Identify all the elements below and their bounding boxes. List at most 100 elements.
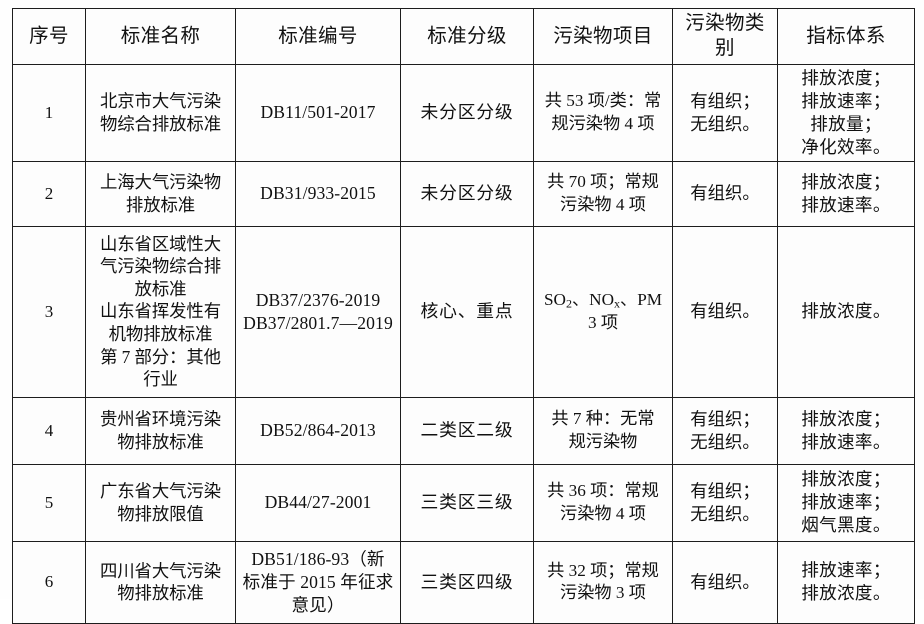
cell-standard-name-line: 四川省大气污染 — [99, 560, 222, 581]
cell-standard-code: DB52/864-2013 — [235, 396, 401, 465]
table-row: 6 四川省大气污染 物排放标准 DB51/186-93（新 标准于 2015 年征求 意见… — [12, 540, 915, 624]
cell-standard-name-line: 广东省大气污染 — [99, 481, 222, 502]
cell-standard-name-line: 物综合排放标准 — [99, 113, 222, 134]
cell-index-system-line: 排放浓度； — [801, 469, 891, 490]
cell-pollutant-item-line: 3 项 — [587, 312, 619, 332]
cell-standard-code-line: DB44/27-2001 — [264, 492, 372, 513]
cell-pollutant-category: 有组织。 — [672, 225, 778, 398]
column-header-category: 污染物类别 — [672, 8, 778, 65]
cell-standard-grade: 核心、重点 — [400, 225, 534, 398]
cell-pollutant-category-line: 有组织； — [690, 409, 760, 430]
cell-standard-grade: 未分区分级 — [400, 160, 534, 227]
cell-pollutant-item-line: 规污染物 4 项 — [551, 113, 655, 133]
cell-pollutant-item-line: 共 7 种：无常 — [551, 409, 655, 429]
cell-index-system: 排放浓度。 — [777, 225, 915, 398]
cell-pollutant-item-line: 共 70 项；常规 — [547, 172, 659, 192]
cell-standard-code-line: 意见） — [291, 594, 345, 615]
cell-standard-name-line: 排放标准 — [125, 194, 196, 215]
cell-standard-code-line: 标准于 2015 年征求 — [242, 571, 394, 592]
cell-pollutant-category-line: 无组织。 — [690, 431, 760, 452]
cell-index: 1 — [12, 63, 86, 162]
cell-pollutant-item: 共 36 项：常规 污染物 4 项 — [533, 463, 673, 542]
cell-standard-code-line: DB11/501-2017 — [260, 102, 376, 123]
table-row: 1 北京市大气污染 物综合排放标准 DB11/501-2017 未分区分级共 53 项/… — [12, 63, 915, 162]
table-row: 4 贵州省环境污染 物排放标准 DB52/864-2013 二类区二级共 7 种：无常规… — [12, 396, 915, 465]
cell-pollutant-category-line: 有组织。 — [690, 183, 760, 204]
cell-pollutant-item: 共 32 项；常规 污染物 3 项 — [533, 540, 673, 624]
cell-standard-grade: 未分区分级 — [400, 63, 534, 162]
cell-pollutant-category-line: 有组织； — [690, 481, 760, 502]
cell-index-system-line: 排放量； — [810, 113, 882, 134]
cell-index-system-line: 排放浓度。 — [801, 583, 891, 604]
cell-standard-name: 北京市大气污染 物综合排放标准 — [85, 63, 236, 162]
cell-pollutant-category-line: 无组织。 — [690, 113, 760, 134]
cell-index: 3 — [12, 225, 86, 398]
cell-pollutant-item-line: 共 36 项：常规 — [547, 481, 659, 501]
table-row: 3 山东省区域性大 气污染物综合排 放标准 山东省挥发性有 机物排放标准第 7 部分：其他… — [12, 225, 915, 398]
cell-standard-name-line: 北京市大气污染 — [99, 91, 222, 112]
cell-standard-code: DB31/933-2015 — [235, 160, 401, 227]
cell-standard-name: 上海大气污染物 排放标准 — [85, 160, 236, 227]
cell-pollutant-item-line: 共 53 项/类：常 — [544, 91, 662, 111]
cell-index-system: 排放浓度； 排放速率； 排放量； 净化效率。 — [777, 63, 915, 162]
column-header-code: 标准编号 — [235, 8, 401, 65]
cell-standard-grade: 三类区三级 — [400, 463, 534, 542]
cell-standard-code: DB44/27-2001 — [235, 463, 401, 542]
cell-pollutant-category-line: 有组织。 — [690, 301, 760, 322]
column-header-grade: 标准分级 — [400, 8, 534, 65]
cell-pollutant-category: 有组织； 无组织。 — [672, 463, 778, 542]
cell-standard-name: 四川省大气污染 物排放标准 — [85, 540, 236, 624]
cell-standard-name-line: 行业 — [143, 369, 178, 390]
cell-index-system-line: 烟气黑度。 — [801, 515, 891, 536]
cell-pollutant-item: 共 7 种：无常 规污染物 — [533, 396, 673, 465]
cell-standard-code-line: DB52/864-2013 — [260, 420, 376, 441]
cell-index-system-line: 排放浓度； — [801, 67, 891, 88]
cell-pollutant-item: 共 53 项/类：常 规污染物 4 项 — [533, 63, 673, 162]
cell-pollutant-category: 有组织。 — [672, 540, 778, 624]
cell-standard-name-line: 山东省挥发性有 — [99, 301, 222, 322]
cell-standard-name-line: 山东省区域性大 — [99, 233, 222, 254]
cell-index-system: 排放浓度； 排放速率； 烟气黑度。 — [777, 463, 915, 542]
cell-pollutant-item-line: 规污染物 — [568, 431, 638, 451]
cell-index: 5 — [12, 463, 86, 542]
column-header-system: 指标体系 — [777, 8, 915, 65]
cell-index-system-line: 净化效率。 — [801, 136, 891, 157]
cell-pollutant-category-line: 无组织。 — [690, 503, 760, 524]
cell-standard-code-line: DB37/2376-2019 — [255, 289, 381, 310]
cell-standard-name-line: 气污染物综合排 — [99, 256, 222, 277]
cell-standard-code-line: DB31/933-2015 — [260, 183, 376, 204]
cell-index-system: 排放浓度； 排放速率。 — [777, 396, 915, 465]
cell-standard-grade: 三类区四级 — [400, 540, 534, 624]
table-header: 序号 标准名称 标准编号 标准分级 污染物项目 污染物类别 指标体系 — [12, 8, 915, 65]
cell-standard-name-line: 物排放标准 — [117, 431, 204, 452]
cell-pollutant-category-line: 有组织； — [690, 91, 760, 112]
table-container: 序号 标准名称 标准编号 标准分级 污染物项目 污染物类别 指标体系 1 北京市大… — [12, 8, 915, 624]
cell-standard-name: 广东省大气污染 物排放限值 — [85, 463, 236, 542]
cell-standard-name-line: 物排放标准 — [117, 583, 204, 604]
header-row: 序号 标准名称 标准编号 标准分级 污染物项目 污染物类别 指标体系 — [12, 8, 915, 65]
cell-pollutant-category-line: 有组织。 — [690, 571, 760, 592]
cell-standard-name: 山东省区域性大 气污染物综合排 放标准 山东省挥发性有 机物排放标准第 7 部分：其他行… — [85, 225, 236, 398]
cell-standard-code-line: DB51/186-93（新 — [251, 548, 385, 569]
cell-standard-code-line: DB37/2801.7—2019 — [243, 312, 393, 333]
column-header-item: 污染物项目 — [533, 8, 673, 65]
column-header-name: 标准名称 — [85, 8, 236, 65]
column-header-index: 序号 — [12, 8, 86, 65]
cell-standard-name-line: 上海大气污染物 — [99, 172, 222, 193]
cell-index-system-line: 排放速率。 — [801, 194, 891, 215]
cell-pollutant-item-line: SO2、NOx、PM — [543, 290, 663, 311]
cell-index-system-line: 排放速率； — [801, 492, 891, 513]
cell-pollutant-item-line: 污染物 4 项 — [560, 503, 646, 523]
cell-index-system-line: 排放浓度。 — [801, 301, 891, 322]
cell-pollutant-item: 共 70 项；常规 污染物 4 项 — [533, 160, 673, 227]
cell-pollutant-category: 有组织； 无组织。 — [672, 396, 778, 465]
cell-index: 2 — [12, 160, 86, 227]
cell-index-system-line: 排放速率； — [801, 560, 891, 581]
cell-pollutant-category: 有组织； 无组织。 — [672, 63, 778, 162]
cell-standard-name-line: 第 7 部分：其他 — [100, 346, 221, 367]
cell-standard-grade: 二类区二级 — [400, 396, 534, 465]
emission-standards-table: 序号 标准名称 标准编号 标准分级 污染物项目 污染物类别 指标体系 1 北京市大… — [12, 8, 915, 624]
cell-index-system: 排放浓度； 排放速率。 — [777, 160, 915, 227]
cell-pollutant-item-line: 污染物 4 项 — [560, 194, 646, 214]
table-body: 1 北京市大气污染 物综合排放标准 DB11/501-2017 未分区分级共 53 项/… — [12, 63, 915, 624]
